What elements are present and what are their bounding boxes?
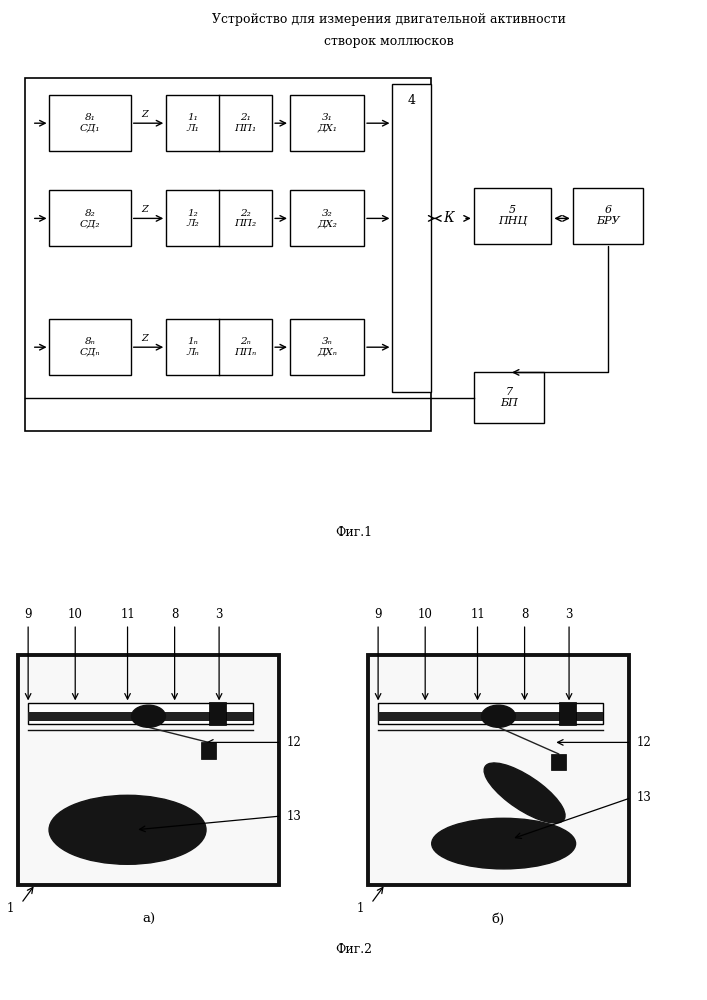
Text: 10: 10 [418, 607, 433, 620]
Bar [201, 742, 216, 758]
Bar [49, 319, 131, 375]
Text: 1₁
Л₁: 1₁ Л₁ [186, 113, 199, 133]
Text: 1ₙ
Лₙ: 1ₙ Лₙ [186, 338, 199, 357]
Bar [378, 712, 603, 721]
Text: 12: 12 [287, 736, 302, 749]
Text: 5
ПНЦ: 5 ПНЦ [498, 205, 527, 226]
Text: 8₂
СД₂: 8₂ СД₂ [80, 209, 100, 228]
Bar [49, 95, 131, 151]
Text: 3₂
ДХ₂: 3₂ ДХ₂ [317, 209, 337, 228]
Bar [28, 703, 253, 724]
Text: 9: 9 [24, 607, 32, 620]
Circle shape [132, 705, 165, 727]
Text: Устройство для измерения двигательной активности: Устройство для измерения двигательной ак… [212, 13, 566, 26]
Text: 7
БП: 7 БП [500, 387, 518, 408]
Text: 3₁
ДХ₁: 3₁ ДХ₁ [317, 113, 337, 133]
Text: 8ₙ
СДₙ: 8ₙ СДₙ [80, 338, 100, 357]
Text: 11: 11 [470, 607, 485, 620]
Text: Фиг.1: Фиг.1 [335, 526, 372, 538]
Text: Фиг.2: Фиг.2 [335, 943, 372, 956]
Text: 1: 1 [7, 902, 14, 914]
Text: 11: 11 [120, 607, 135, 620]
Text: а): а) [142, 913, 155, 926]
Bar [573, 188, 643, 244]
Ellipse shape [49, 795, 206, 864]
Text: 12: 12 [637, 736, 652, 749]
Ellipse shape [432, 818, 575, 869]
Bar [474, 188, 551, 244]
Bar [18, 655, 279, 885]
Text: 4: 4 [408, 94, 416, 107]
Bar [166, 319, 272, 375]
Bar [368, 655, 629, 885]
Text: 1: 1 [357, 902, 364, 914]
Bar [209, 702, 226, 725]
Bar [551, 754, 566, 770]
Text: 13: 13 [637, 791, 652, 804]
Text: б): б) [492, 913, 505, 926]
Bar [559, 702, 575, 725]
Text: 10: 10 [68, 607, 83, 620]
Text: 2₁
ПП₁: 2₁ ПП₁ [235, 113, 257, 133]
Text: 3: 3 [216, 607, 223, 620]
Bar [378, 703, 603, 724]
Bar [25, 78, 431, 431]
Circle shape [481, 705, 515, 727]
Text: Z: Z [141, 334, 148, 343]
Bar [290, 319, 364, 375]
Bar [290, 190, 364, 246]
Bar [166, 95, 272, 151]
Text: К: К [443, 211, 455, 225]
Bar [28, 712, 253, 721]
Bar [49, 190, 131, 246]
Text: 9: 9 [374, 607, 382, 620]
Text: створок моллюсков: створок моллюсков [324, 35, 454, 48]
Text: 2ₙ
ППₙ: 2ₙ ППₙ [235, 338, 257, 357]
Text: Z: Z [141, 110, 148, 119]
Bar [290, 95, 364, 151]
Bar [474, 372, 544, 423]
Text: 8: 8 [171, 607, 178, 620]
Text: 3: 3 [566, 607, 573, 620]
Text: 13: 13 [287, 810, 302, 822]
Text: 1₂
Л₂: 1₂ Л₂ [186, 209, 199, 228]
Text: 2₂
ПП₂: 2₂ ПП₂ [235, 209, 257, 228]
Text: Z: Z [141, 206, 148, 215]
Ellipse shape [484, 763, 565, 823]
Text: 6
БРУ: 6 БРУ [596, 205, 620, 226]
Bar [166, 190, 272, 246]
Bar [392, 84, 431, 392]
Text: 8₁
СД₁: 8₁ СД₁ [80, 113, 100, 133]
Text: 3ₙ
ДХₙ: 3ₙ ДХₙ [317, 338, 337, 357]
Text: 8: 8 [521, 607, 528, 620]
